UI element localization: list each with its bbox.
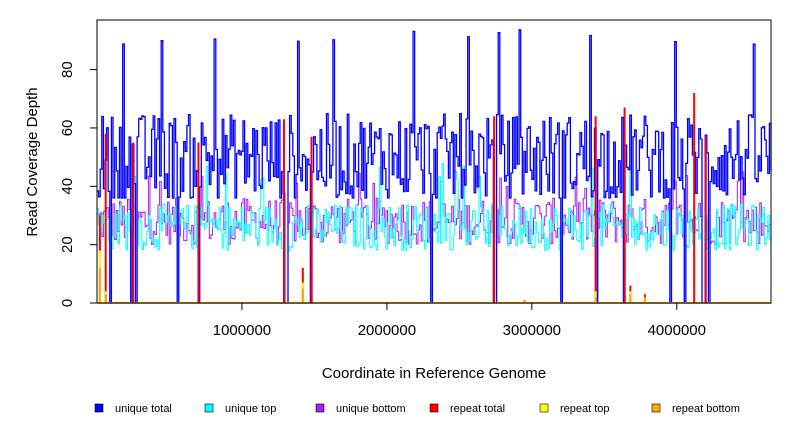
x-tick-label: 1000000 xyxy=(213,322,271,339)
legend-swatch-unique-top xyxy=(204,403,214,413)
legend-swatch-unique-total xyxy=(94,403,104,413)
x-tick-label: 4000000 xyxy=(648,322,706,339)
y-tick-label: 0 xyxy=(59,299,76,307)
legend-swatch-repeat-top xyxy=(539,403,549,413)
legend-label-unique-total: unique total xyxy=(115,403,172,415)
y-tick-label: 20 xyxy=(59,236,76,253)
legend-label-repeat-total: repeat total xyxy=(450,403,505,415)
spike-layer xyxy=(98,92,707,303)
legend-swatch-repeat-bottom xyxy=(651,403,661,413)
x-tick-label: 2000000 xyxy=(358,322,416,339)
legend-label-unique-bottom: unique bottom xyxy=(336,403,406,415)
y-axis-label: Read Coverage Depth xyxy=(24,87,41,236)
x-axis: 1000000 2000000 3000000 4000000 xyxy=(213,303,706,339)
legend-label-repeat-top: repeat top xyxy=(560,403,610,415)
y-axis: 0 20 40 60 80 xyxy=(59,61,98,307)
y-tick-label: 80 xyxy=(59,61,76,78)
series-line-unique-top xyxy=(97,163,772,304)
series-line-unique-bottom xyxy=(97,171,772,304)
legend-swatch-repeat-total xyxy=(429,403,439,413)
legend-label-repeat-bottom: repeat bottom xyxy=(672,403,740,415)
legend: unique total unique top unique bottom repea… xyxy=(94,403,740,415)
legend-swatch-unique-bottom xyxy=(315,403,325,413)
legend-label-unique-top: unique top xyxy=(225,403,276,415)
series-line-unique-total xyxy=(97,29,772,304)
y-tick-label: 40 xyxy=(59,178,76,195)
y-tick-label: 60 xyxy=(59,120,76,137)
x-axis-label: Coordinate in Reference Genome xyxy=(322,365,546,382)
x-tick-label: 3000000 xyxy=(503,322,561,339)
